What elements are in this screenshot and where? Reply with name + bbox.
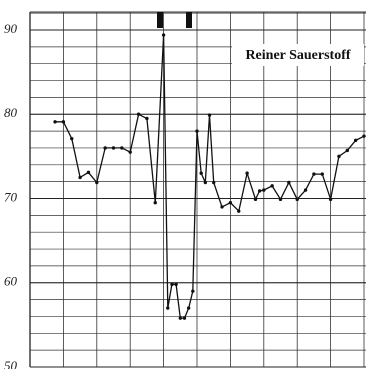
- data-point: [178, 316, 182, 320]
- data-point: [111, 146, 116, 150]
- data-point: [295, 197, 299, 202]
- data-point: [78, 175, 82, 180]
- y-tick-label: 60: [4, 274, 18, 289]
- data-point: [220, 205, 224, 209]
- data-point: [103, 146, 107, 150]
- data-point: [362, 134, 366, 138]
- data-point: [328, 197, 333, 202]
- data-point: [191, 289, 195, 293]
- data-point: [53, 120, 57, 124]
- data-point: [170, 282, 174, 287]
- data-point: [270, 184, 274, 188]
- data-point: [161, 33, 166, 37]
- y-tick-label: 80: [4, 105, 18, 120]
- data-point: [245, 171, 249, 175]
- data-point: [278, 197, 283, 202]
- data-point: [228, 201, 233, 205]
- y-tick-label: 50: [4, 358, 18, 369]
- data-point: [195, 129, 199, 133]
- marker-block: [186, 12, 192, 28]
- data-point: [120, 146, 124, 150]
- data-point: [166, 306, 170, 310]
- data-point: [312, 172, 316, 176]
- data-point: [207, 113, 212, 117]
- data-point: [145, 116, 149, 121]
- data-point: [337, 154, 341, 159]
- annotation: Reiner Sauerstoff: [245, 48, 350, 63]
- data-point: [95, 180, 99, 185]
- data-point: [262, 188, 266, 192]
- data-point: [182, 316, 187, 320]
- data-point: [61, 120, 66, 124]
- data-point: [186, 306, 191, 310]
- y-tick-label: 90: [4, 21, 18, 36]
- annotation-bg: [232, 44, 364, 66]
- data-point: [128, 150, 132, 154]
- data-point: [153, 201, 157, 205]
- data-point: [303, 188, 308, 192]
- data-point: [212, 180, 216, 185]
- data-point: [70, 136, 74, 141]
- data-point: [237, 209, 241, 213]
- data-point: [320, 172, 324, 176]
- data-point: [253, 197, 258, 202]
- data-point: [136, 112, 141, 116]
- data-point: [353, 138, 358, 143]
- data-point: [199, 171, 203, 175]
- data-point: [86, 170, 91, 175]
- data-point: [287, 180, 291, 185]
- data-point: [174, 282, 178, 287]
- data-point: [203, 180, 208, 185]
- data-point: [257, 189, 262, 193]
- y-tick-label: 70: [4, 189, 18, 204]
- marker-block: [157, 12, 163, 28]
- data-point: [345, 148, 349, 153]
